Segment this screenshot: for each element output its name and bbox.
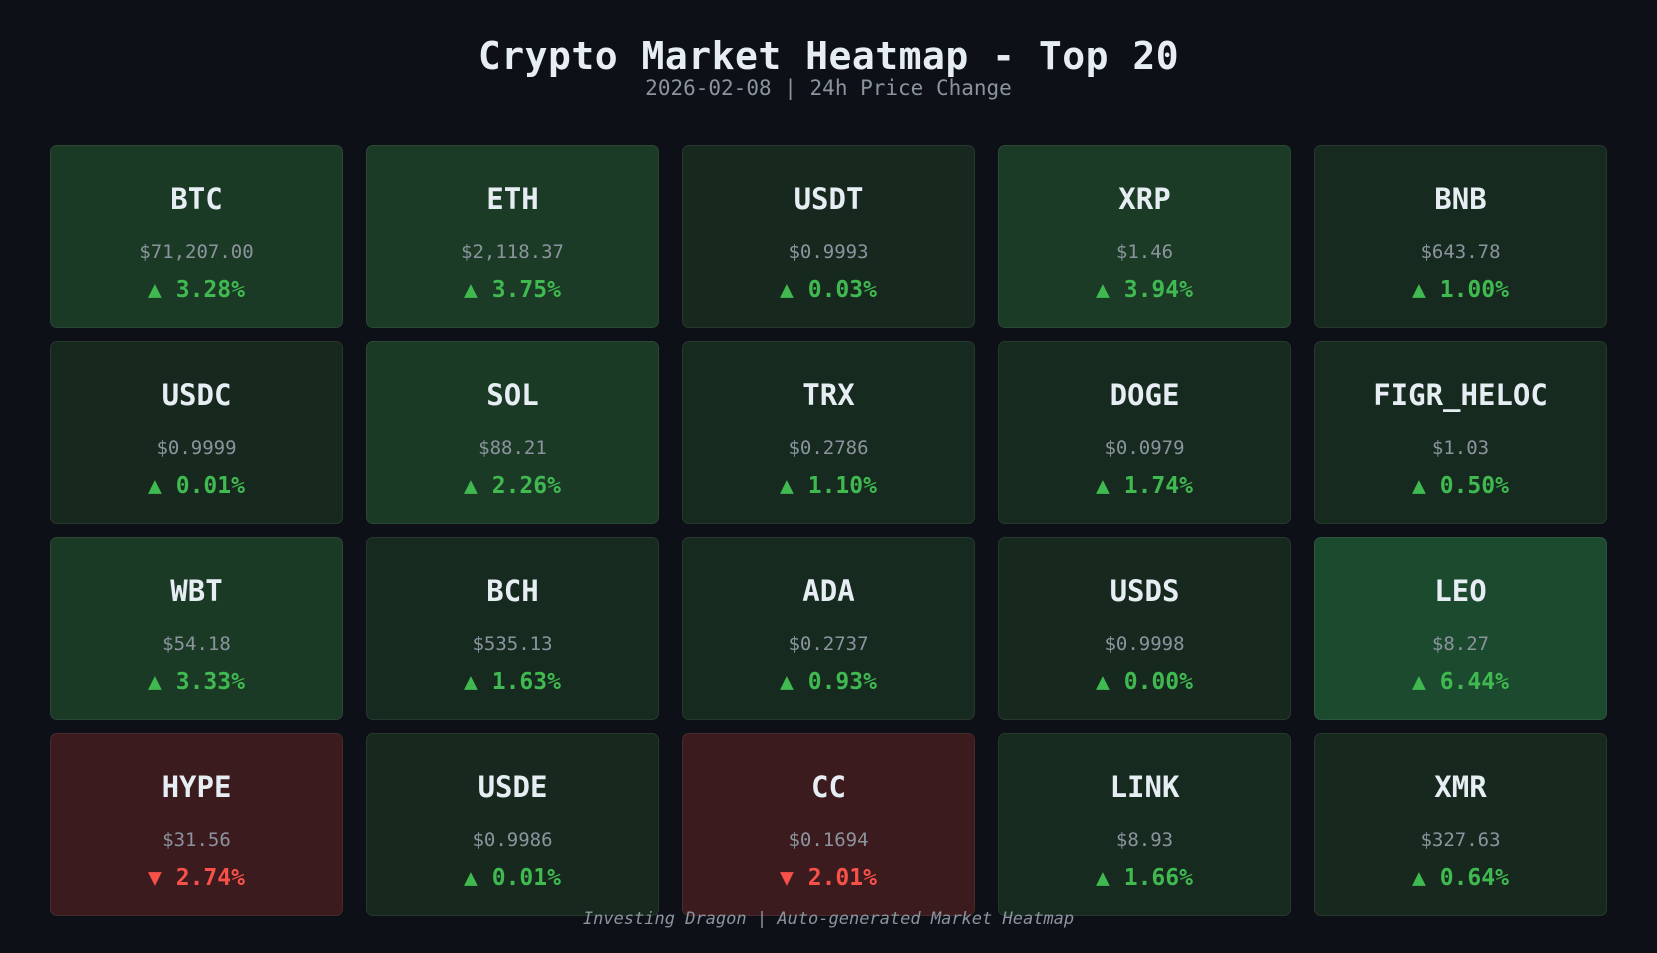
heatmap-cell-cc: CC $0.1694 ▼ 2.01% [682,733,975,916]
cell-symbol: SOL [486,378,539,412]
heatmap-cell-usdt: USDT $0.9993 ▲ 0.03% [682,145,975,328]
cell-price: $8.27 [1431,633,1490,655]
cell-change-up: ▲ 1.66% [1096,865,1193,891]
cell-change-up: ▲ 0.93% [780,669,877,695]
heatmap-cell-ada: ADA $0.2737 ▲ 0.93% [682,537,975,720]
heatmap-cell-trx: TRX $0.2786 ▲ 1.10% [682,341,975,524]
cell-change-up: ▲ 0.01% [148,473,245,499]
cell-symbol: FIGR_HELOC [1373,378,1548,412]
cell-price: $327.63 [1420,829,1501,851]
cell-price: $54.18 [162,633,231,655]
cell-price: $88.21 [478,437,547,459]
heatmap-cell-eth: ETH $2,118.37 ▲ 3.75% [366,145,659,328]
cell-symbol: BTC [170,182,223,216]
heatmap-cell-wbt: WBT $54.18 ▲ 3.33% [50,537,343,720]
cell-symbol: XRP [1118,182,1171,216]
cell-symbol: BCH [486,574,539,608]
cell-symbol: LEO [1434,574,1487,608]
cell-change-up: ▲ 0.01% [464,865,561,891]
cell-change-down: ▼ 2.74% [148,865,245,891]
cell-symbol: USDS [1109,574,1180,608]
heatmap-grid: BTC $71,207.00 ▲ 3.28% ETH $2,118.37 ▲ 3.75% U… [50,145,1607,916]
chart-title: Crypto Market Heatmap - Top 20 [477,34,1180,78]
chart-subtitle: 2026-02-08 | 24h Price Change [645,76,1012,100]
cell-change-up: ▲ 2.26% [464,473,561,499]
cell-symbol: USDE [477,770,548,804]
cell-price: $535.13 [472,633,553,655]
cell-price: $0.0979 [1104,437,1185,459]
cell-price: $0.9998 [1104,633,1185,655]
cell-change-up: ▲ 3.75% [464,277,561,303]
heatmap-cell-usde: USDE $0.9986 ▲ 0.01% [366,733,659,916]
cell-price: $0.9993 [788,241,869,263]
cell-change-up: ▲ 3.94% [1096,277,1193,303]
heatmap-cell-hype: HYPE $31.56 ▼ 2.74% [50,733,343,916]
cell-price: $0.9999 [156,437,237,459]
cell-symbol: LINK [1109,770,1180,804]
cell-price: $8.93 [1115,829,1174,851]
heatmap-cell-bch: BCH $535.13 ▲ 1.63% [366,537,659,720]
cell-symbol: USDT [793,182,864,216]
cell-price: $0.2786 [788,437,869,459]
cell-price: $71,207.00 [139,241,254,263]
cell-change-up: ▲ 0.64% [1412,865,1509,891]
cell-price: $0.1694 [788,829,869,851]
cell-symbol: WBT [170,574,223,608]
footer-text: Investing Dragon | Auto-generated Market… [582,909,1075,929]
heatmap-cell-link: LINK $8.93 ▲ 1.66% [998,733,1291,916]
cell-symbol: ETH [486,182,539,216]
cell-symbol: TRX [802,378,855,412]
cell-symbol: CC [811,770,846,804]
cell-change-up: ▲ 3.33% [148,669,245,695]
cell-price: $2,118.37 [461,241,564,263]
cell-change-up: ▲ 0.00% [1096,669,1193,695]
cell-symbol: XMR [1434,770,1487,804]
cell-symbol: ADA [802,574,855,608]
cell-price: $0.2737 [788,633,869,655]
heatmap-cell-figr-heloc: FIGR_HELOC $1.03 ▲ 0.50% [1314,341,1607,524]
heatmap-cell-xmr: XMR $327.63 ▲ 0.64% [1314,733,1607,916]
cell-change-up: ▲ 1.74% [1096,473,1193,499]
cell-change-up: ▲ 3.28% [148,277,245,303]
cell-change-down: ▼ 2.01% [780,865,877,891]
cell-change-up: ▲ 1.63% [464,669,561,695]
cell-change-up: ▲ 0.03% [780,277,877,303]
cell-change-up: ▲ 6.44% [1412,669,1509,695]
heatmap-cell-usds: USDS $0.9998 ▲ 0.00% [998,537,1291,720]
heatmap-cell-doge: DOGE $0.0979 ▲ 1.74% [998,341,1291,524]
cell-price: $1.46 [1115,241,1174,263]
heatmap-cell-usdc: USDC $0.9999 ▲ 0.01% [50,341,343,524]
heatmap-cell-btc: BTC $71,207.00 ▲ 3.28% [50,145,343,328]
cell-price: $1.03 [1431,437,1490,459]
cell-symbol: BNB [1434,182,1487,216]
heatmap-cell-xrp: XRP $1.46 ▲ 3.94% [998,145,1291,328]
cell-price: $0.9986 [472,829,553,851]
cell-symbol: HYPE [161,770,232,804]
cell-symbol: USDC [161,378,232,412]
cell-change-up: ▲ 1.10% [780,473,877,499]
cell-symbol: DOGE [1109,378,1180,412]
heatmap-cell-bnb: BNB $643.78 ▲ 1.00% [1314,145,1607,328]
cell-price: $31.56 [162,829,231,851]
cell-price: $643.78 [1420,241,1501,263]
cell-change-up: ▲ 1.00% [1412,277,1509,303]
heatmap-cell-sol: SOL $88.21 ▲ 2.26% [366,341,659,524]
heatmap-cell-leo: LEO $8.27 ▲ 6.44% [1314,537,1607,720]
cell-change-up: ▲ 0.50% [1412,473,1509,499]
